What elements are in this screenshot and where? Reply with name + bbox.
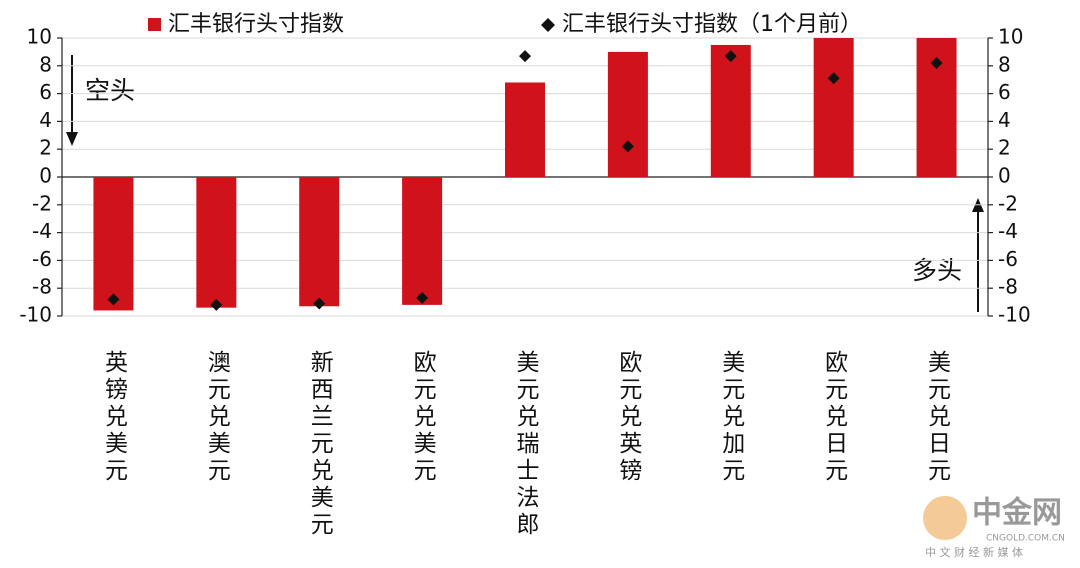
watermark-site: CNGOLD.COM.CN xyxy=(986,534,1065,544)
y2-tick-label: -6 xyxy=(998,247,1018,271)
y2-tick-label: -2 xyxy=(998,191,1018,215)
diamond-marker xyxy=(724,50,737,63)
x-tick-label: 美元兑日元 xyxy=(924,350,952,485)
y2-tick-label: 4 xyxy=(998,108,1011,132)
arrow-head xyxy=(66,132,78,146)
y2-tick-label: 2 xyxy=(998,136,1011,160)
y2-tick-label: 10 xyxy=(998,25,1023,49)
y2-tick-label: 6 xyxy=(998,80,1011,104)
diamond-marker xyxy=(416,291,429,304)
y-tick-label: 2 xyxy=(39,136,52,160)
watermark-logo xyxy=(923,496,967,540)
diamond-marker xyxy=(313,297,326,310)
y-tick-label: -4 xyxy=(32,219,52,243)
legend-label: 汇丰银行头寸指数（1个月前） xyxy=(562,12,862,37)
y-tick-label: -6 xyxy=(32,247,52,271)
y2-tick-label: 0 xyxy=(998,164,1011,188)
diamond-marker xyxy=(930,57,943,70)
y-tick-label: -8 xyxy=(32,275,52,299)
x-tick-label: 美元兑加元 xyxy=(718,350,746,485)
diamond-marker xyxy=(827,72,840,85)
x-tick-label: 欧元兑美元 xyxy=(409,350,437,485)
y-tick-label: -10 xyxy=(19,303,52,327)
bar xyxy=(710,44,751,178)
watermark-slogan: 中 文 财 经 新 媒 体 xyxy=(925,545,1023,559)
bar xyxy=(93,177,134,311)
diamond-marker xyxy=(107,293,120,306)
x-tick-label: 新西兰元兑美元 xyxy=(306,350,334,539)
diamond-marker xyxy=(210,298,223,311)
y-tick-label: 0 xyxy=(39,164,52,188)
x-tick-label: 欧元兑日元 xyxy=(821,350,848,485)
y-tick-label: 8 xyxy=(39,52,52,76)
diamond-marker xyxy=(621,140,634,153)
y2-tick-label: -8 xyxy=(998,275,1018,299)
bar xyxy=(505,82,545,177)
y-tick-label: 6 xyxy=(39,80,52,104)
bar xyxy=(299,177,340,307)
diamond-marker xyxy=(519,50,531,63)
y2-tick-label: -10 xyxy=(998,303,1031,327)
bar xyxy=(813,38,854,177)
legend-label: 汇丰银行头寸指数 xyxy=(168,12,344,37)
x-tick-label: 欧元兑英镑 xyxy=(615,350,643,485)
x-tick-label: 澳元兑美元 xyxy=(203,350,231,485)
annotation-short: 空头 xyxy=(85,76,135,105)
y-tick-label: 4 xyxy=(39,108,52,132)
y2-tick-label: -4 xyxy=(998,219,1018,243)
legend-swatch xyxy=(148,18,161,31)
legend-swatch xyxy=(541,18,555,32)
y-tick-label: -2 xyxy=(32,191,52,215)
watermark-brand: 中金网 xyxy=(972,496,1062,531)
y2-tick-label: 8 xyxy=(998,52,1011,76)
x-tick-label: 美元兑瑞士法郎 xyxy=(512,350,540,539)
x-tick-label: 英镑兑美元 xyxy=(100,350,128,485)
bar xyxy=(607,51,648,177)
y-tick-label: 10 xyxy=(27,25,52,49)
bar xyxy=(196,177,237,308)
bar xyxy=(402,177,443,305)
